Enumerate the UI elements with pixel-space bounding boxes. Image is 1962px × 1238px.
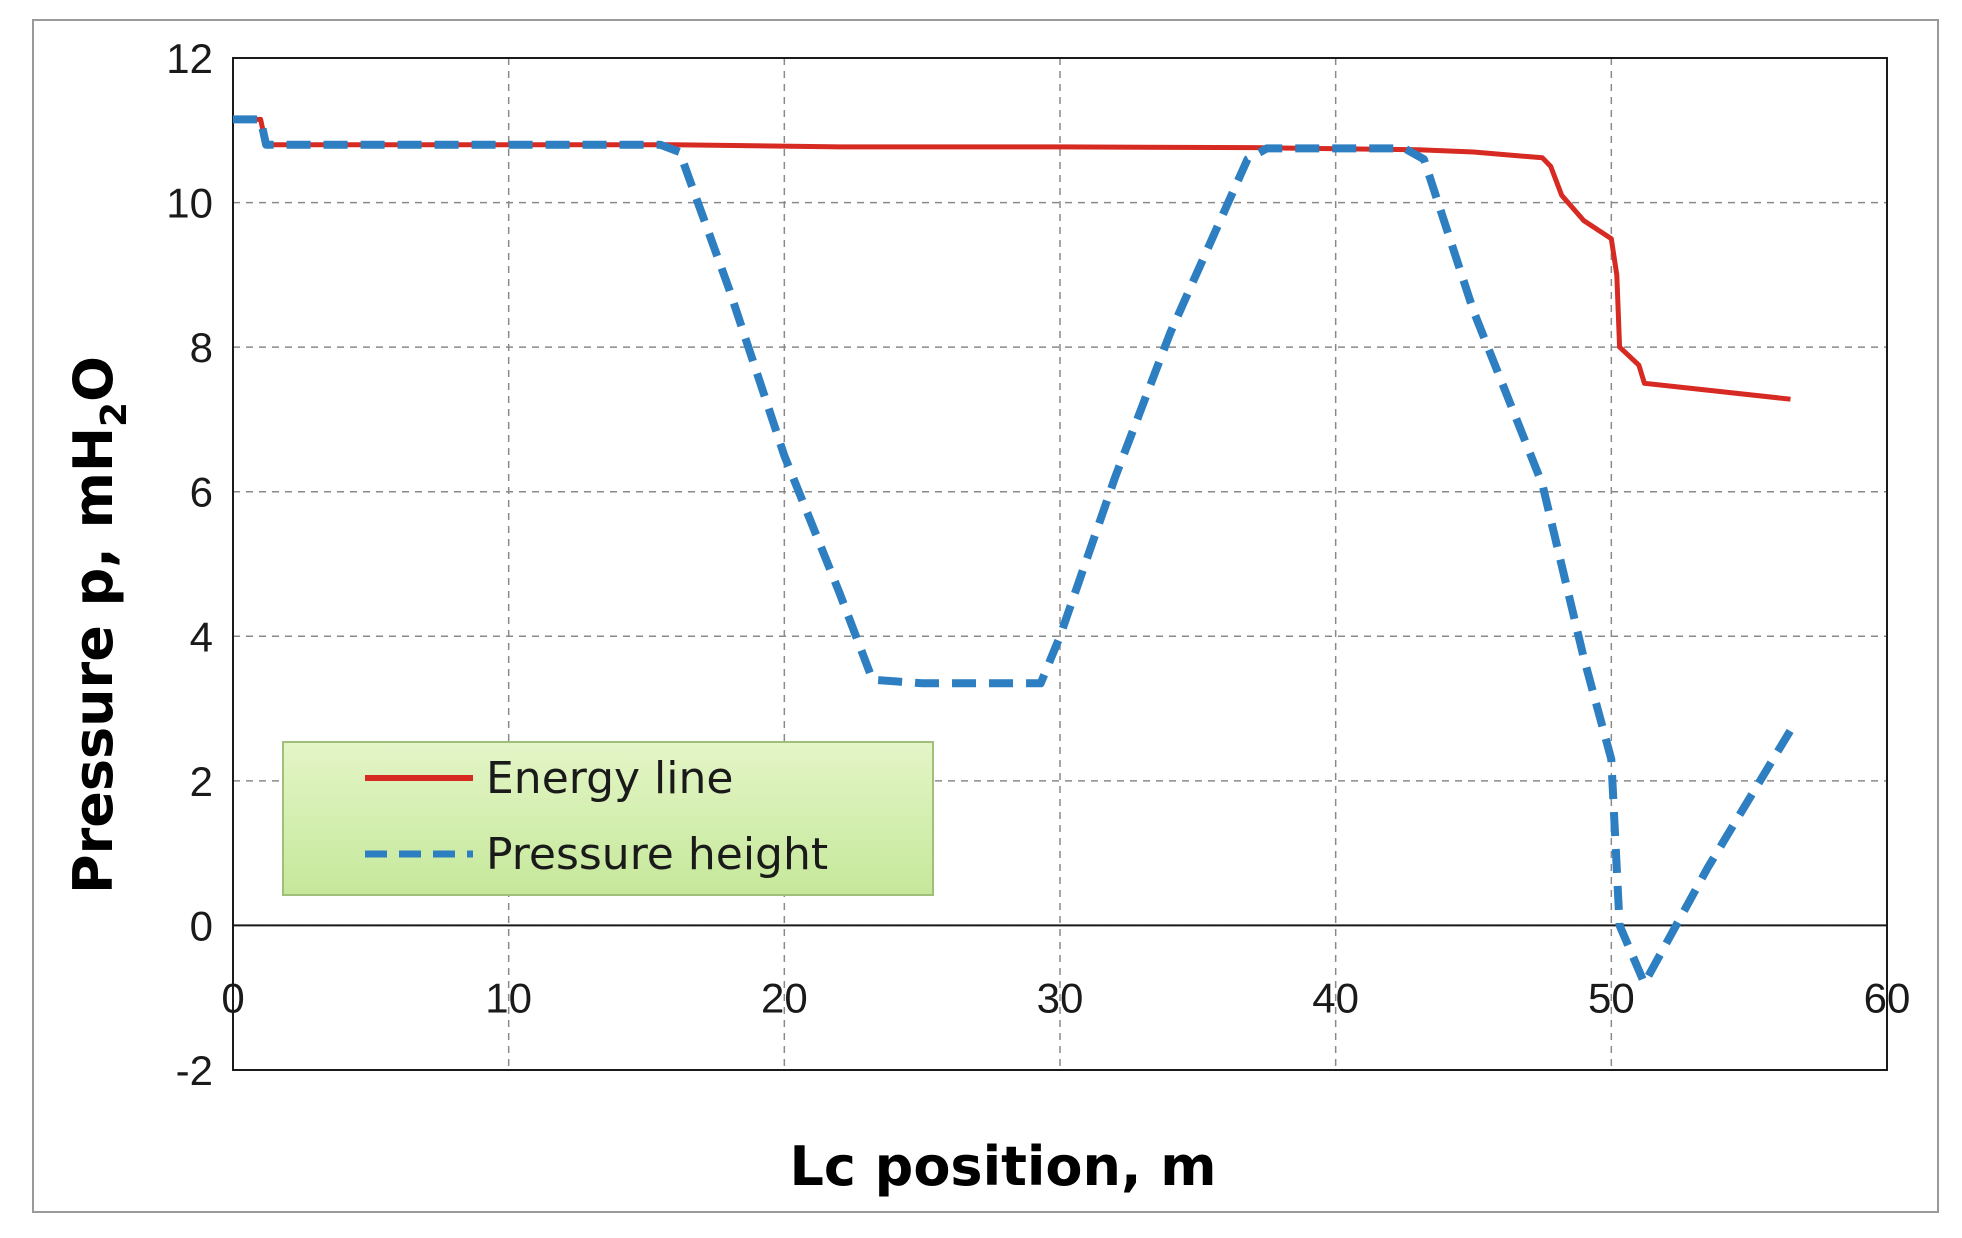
chart-border <box>32 19 1939 1213</box>
legend-label-energy-line: Energy line <box>486 753 733 804</box>
x-tick-label: 30 <box>1037 974 1084 1021</box>
plot-area-frame <box>232 57 1888 1071</box>
y-tick-label: 12 <box>166 35 213 82</box>
x-tick-label: 50 <box>1588 974 1635 1021</box>
y-tick-label: 10 <box>166 180 213 227</box>
y-axis-title-subscript: 2 <box>94 402 135 427</box>
y-tick-label: 6 <box>190 469 213 516</box>
x-tick-label: 60 <box>1864 974 1911 1021</box>
y-axis-title: Pressure p, mH2O <box>62 356 135 894</box>
series-lines <box>233 115 1794 988</box>
x-axis-title: Lc position, m <box>789 1135 1216 1198</box>
y-tick-label: 8 <box>190 324 213 371</box>
legend: Energy line Pressure height <box>282 741 934 896</box>
y-tick-label: -2 <box>176 1047 213 1094</box>
x-tick-label: 10 <box>485 974 532 1021</box>
y-axis-title-suffix: O <box>62 356 125 402</box>
y-tick-label: 4 <box>190 613 213 660</box>
y-axis-title-main: Pressure p, mH <box>62 427 125 894</box>
x-tick-label: 0 <box>221 974 244 1021</box>
series-line-energy-line <box>233 116 1791 402</box>
y-tick-label: 2 <box>190 758 213 805</box>
legend-box <box>282 741 934 896</box>
x-tick-label: 20 <box>761 974 808 1021</box>
x-tick-label: 40 <box>1312 974 1359 1021</box>
series-line-pressure-height <box>233 115 1794 988</box>
y-tick-label: 0 <box>190 902 213 949</box>
legend-label-pressure-height: Pressure height <box>486 829 828 880</box>
